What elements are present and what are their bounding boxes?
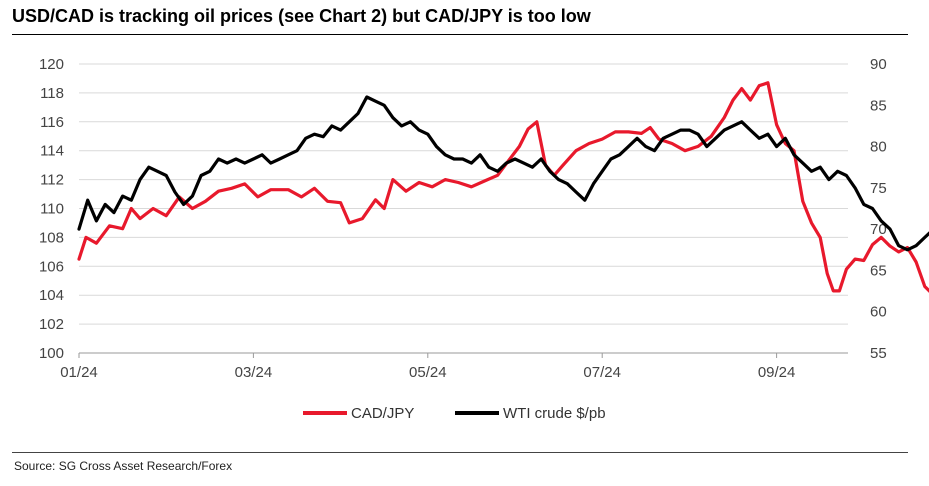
series-layer [77, 81, 929, 293]
x-tick-label: 07/24 [583, 364, 621, 381]
x-tick-label: 09/24 [758, 364, 796, 381]
right-tick-label: 60 [870, 304, 887, 321]
x-tick-label: 05/24 [409, 364, 447, 381]
left-tick-label: 110 [40, 201, 64, 218]
left-tick-label: 102 [39, 316, 64, 333]
series-line-cad-jpy [77, 81, 929, 293]
right-tick-label: 70 [870, 221, 887, 238]
source-note: Source: SG Cross Asset Research/Forex [14, 459, 233, 473]
right-tick-label: 90 [870, 56, 887, 73]
left-tick-label: 108 [39, 229, 64, 246]
left-tick-label: 116 [40, 114, 64, 131]
x-tick-label: 01/24 [60, 364, 98, 381]
left-tick-label: 104 [39, 287, 64, 304]
left-tick-label: 114 [40, 143, 64, 160]
right-tick-label: 55 [870, 345, 887, 362]
chart-title: USD/CAD is tracking oil prices (see Char… [12, 6, 591, 26]
right-tick-label: 80 [870, 139, 887, 156]
left-tick-label: 100 [39, 345, 64, 362]
legend-label: CAD/JPY [351, 405, 414, 422]
right-tick-label: 65 [870, 262, 887, 279]
right-y-axis: 55 60 65 70 75 80 85 90 [870, 56, 887, 362]
source-divider [12, 452, 908, 453]
right-tick-label: 85 [870, 97, 887, 114]
right-tick-label: 75 [870, 180, 887, 197]
legend-label: WTI crude $/pb [503, 405, 606, 422]
x-axis: 01/2403/2405/2407/2409/2411/2401/2503/25… [60, 352, 848, 381]
left-tick-label: 120 [39, 56, 64, 73]
left-tick-label: 106 [39, 258, 64, 275]
title-divider [12, 34, 908, 35]
x-tick-label: 03/24 [235, 364, 273, 381]
left-tick-label: 118 [40, 85, 64, 102]
left-tick-label: 112 [40, 172, 64, 189]
left-y-axis: 100 102 104 106 108 110 112 114 116 118 120 [39, 56, 64, 362]
series-line-wti-crude-pb [77, 95, 929, 252]
legend: CAD/JPY WTI crude $/pb [303, 405, 606, 422]
